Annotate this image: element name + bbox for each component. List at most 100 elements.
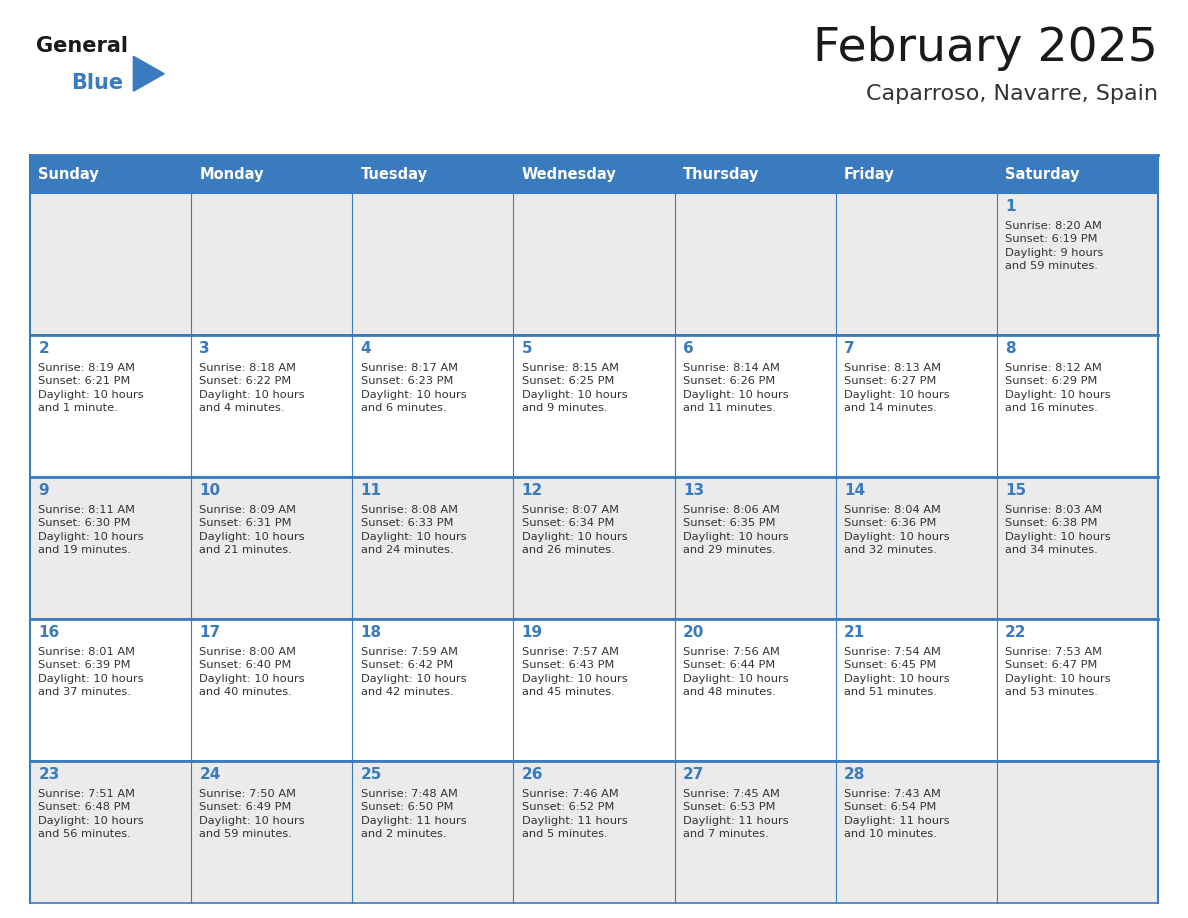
Text: Sunrise: 8:19 AM
Sunset: 6:21 PM
Daylight: 10 hours
and 1 minute.: Sunrise: 8:19 AM Sunset: 6:21 PM Dayligh… xyxy=(38,363,144,413)
Text: Sunrise: 8:07 AM
Sunset: 6:34 PM
Daylight: 10 hours
and 26 minutes.: Sunrise: 8:07 AM Sunset: 6:34 PM Dayligh… xyxy=(522,505,627,555)
Text: 1: 1 xyxy=(1005,199,1016,215)
Text: 28: 28 xyxy=(843,767,865,782)
Text: 22: 22 xyxy=(1005,625,1026,641)
Bar xyxy=(997,619,1158,761)
Bar xyxy=(513,155,675,193)
Text: 7: 7 xyxy=(843,341,854,356)
Bar xyxy=(353,477,513,619)
Text: 10: 10 xyxy=(200,484,221,498)
Text: Caparroso, Navarre, Spain: Caparroso, Navarre, Spain xyxy=(866,84,1158,104)
Text: Blue: Blue xyxy=(71,73,124,93)
Bar xyxy=(675,477,835,619)
Text: Sunrise: 8:08 AM
Sunset: 6:33 PM
Daylight: 10 hours
and 24 minutes.: Sunrise: 8:08 AM Sunset: 6:33 PM Dayligh… xyxy=(361,505,466,555)
Text: 6: 6 xyxy=(683,341,694,356)
Text: 8: 8 xyxy=(1005,341,1016,356)
Text: 26: 26 xyxy=(522,767,543,782)
Bar xyxy=(513,761,675,903)
Text: 3: 3 xyxy=(200,341,210,356)
Text: Sunrise: 7:50 AM
Sunset: 6:49 PM
Daylight: 10 hours
and 59 minutes.: Sunrise: 7:50 AM Sunset: 6:49 PM Dayligh… xyxy=(200,789,305,839)
Bar xyxy=(675,619,835,761)
Text: Sunrise: 8:06 AM
Sunset: 6:35 PM
Daylight: 10 hours
and 29 minutes.: Sunrise: 8:06 AM Sunset: 6:35 PM Dayligh… xyxy=(683,505,789,555)
Text: Saturday: Saturday xyxy=(1005,166,1080,182)
Text: Wednesday: Wednesday xyxy=(522,166,617,182)
Bar xyxy=(513,619,675,761)
Bar xyxy=(191,155,353,193)
Bar xyxy=(191,761,353,903)
Text: Monday: Monday xyxy=(200,166,264,182)
Text: 2: 2 xyxy=(38,341,49,356)
Bar xyxy=(30,155,191,193)
Text: February 2025: February 2025 xyxy=(813,26,1158,71)
Text: Sunrise: 8:09 AM
Sunset: 6:31 PM
Daylight: 10 hours
and 21 minutes.: Sunrise: 8:09 AM Sunset: 6:31 PM Dayligh… xyxy=(200,505,305,555)
Bar xyxy=(997,193,1158,335)
Bar xyxy=(513,335,675,477)
Text: 12: 12 xyxy=(522,484,543,498)
Bar xyxy=(30,619,191,761)
Text: 9: 9 xyxy=(38,484,49,498)
Text: 18: 18 xyxy=(361,625,381,641)
Text: Sunrise: 7:45 AM
Sunset: 6:53 PM
Daylight: 11 hours
and 7 minutes.: Sunrise: 7:45 AM Sunset: 6:53 PM Dayligh… xyxy=(683,789,789,839)
Bar xyxy=(997,335,1158,477)
Text: 27: 27 xyxy=(683,767,704,782)
Text: 5: 5 xyxy=(522,341,532,356)
Text: Sunrise: 8:01 AM
Sunset: 6:39 PM
Daylight: 10 hours
and 37 minutes.: Sunrise: 8:01 AM Sunset: 6:39 PM Dayligh… xyxy=(38,646,144,698)
Text: Sunrise: 7:57 AM
Sunset: 6:43 PM
Daylight: 10 hours
and 45 minutes.: Sunrise: 7:57 AM Sunset: 6:43 PM Dayligh… xyxy=(522,646,627,698)
Bar xyxy=(191,193,353,335)
Text: 19: 19 xyxy=(522,625,543,641)
Polygon shape xyxy=(133,56,164,91)
Text: Sunrise: 7:43 AM
Sunset: 6:54 PM
Daylight: 11 hours
and 10 minutes.: Sunrise: 7:43 AM Sunset: 6:54 PM Dayligh… xyxy=(843,789,949,839)
Text: 17: 17 xyxy=(200,625,221,641)
Text: 14: 14 xyxy=(843,484,865,498)
Text: Sunrise: 7:59 AM
Sunset: 6:42 PM
Daylight: 10 hours
and 42 minutes.: Sunrise: 7:59 AM Sunset: 6:42 PM Dayligh… xyxy=(361,646,466,698)
Text: Sunrise: 8:04 AM
Sunset: 6:36 PM
Daylight: 10 hours
and 32 minutes.: Sunrise: 8:04 AM Sunset: 6:36 PM Dayligh… xyxy=(843,505,949,555)
Text: Sunday: Sunday xyxy=(38,166,99,182)
Bar xyxy=(30,477,191,619)
Text: 21: 21 xyxy=(843,625,865,641)
Text: 20: 20 xyxy=(683,625,704,641)
Text: Sunrise: 7:56 AM
Sunset: 6:44 PM
Daylight: 10 hours
and 48 minutes.: Sunrise: 7:56 AM Sunset: 6:44 PM Dayligh… xyxy=(683,646,789,698)
Text: 4: 4 xyxy=(361,341,371,356)
Bar xyxy=(191,477,353,619)
Text: Sunrise: 7:53 AM
Sunset: 6:47 PM
Daylight: 10 hours
and 53 minutes.: Sunrise: 7:53 AM Sunset: 6:47 PM Dayligh… xyxy=(1005,646,1111,698)
Bar xyxy=(997,155,1158,193)
Bar xyxy=(675,335,835,477)
Text: General: General xyxy=(36,37,128,56)
Bar xyxy=(675,193,835,335)
Bar xyxy=(835,335,997,477)
Bar xyxy=(191,619,353,761)
Bar xyxy=(353,193,513,335)
Bar xyxy=(30,335,191,477)
Bar xyxy=(30,193,191,335)
Bar xyxy=(30,761,191,903)
Bar xyxy=(513,477,675,619)
Text: Sunrise: 7:54 AM
Sunset: 6:45 PM
Daylight: 10 hours
and 51 minutes.: Sunrise: 7:54 AM Sunset: 6:45 PM Dayligh… xyxy=(843,646,949,698)
Bar xyxy=(835,193,997,335)
Bar xyxy=(997,761,1158,903)
Text: Sunrise: 8:03 AM
Sunset: 6:38 PM
Daylight: 10 hours
and 34 minutes.: Sunrise: 8:03 AM Sunset: 6:38 PM Dayligh… xyxy=(1005,505,1111,555)
Text: Sunrise: 8:00 AM
Sunset: 6:40 PM
Daylight: 10 hours
and 40 minutes.: Sunrise: 8:00 AM Sunset: 6:40 PM Dayligh… xyxy=(200,646,305,698)
Text: Sunrise: 8:20 AM
Sunset: 6:19 PM
Daylight: 9 hours
and 59 minutes.: Sunrise: 8:20 AM Sunset: 6:19 PM Dayligh… xyxy=(1005,220,1104,272)
Text: Sunrise: 8:11 AM
Sunset: 6:30 PM
Daylight: 10 hours
and 19 minutes.: Sunrise: 8:11 AM Sunset: 6:30 PM Dayligh… xyxy=(38,505,144,555)
Text: 11: 11 xyxy=(361,484,381,498)
Text: Thursday: Thursday xyxy=(683,166,759,182)
Text: Sunrise: 7:51 AM
Sunset: 6:48 PM
Daylight: 10 hours
and 56 minutes.: Sunrise: 7:51 AM Sunset: 6:48 PM Dayligh… xyxy=(38,789,144,839)
Text: Sunrise: 7:46 AM
Sunset: 6:52 PM
Daylight: 11 hours
and 5 minutes.: Sunrise: 7:46 AM Sunset: 6:52 PM Dayligh… xyxy=(522,789,627,839)
Bar xyxy=(675,155,835,193)
Text: Sunrise: 8:17 AM
Sunset: 6:23 PM
Daylight: 10 hours
and 6 minutes.: Sunrise: 8:17 AM Sunset: 6:23 PM Dayligh… xyxy=(361,363,466,413)
Text: Sunrise: 8:13 AM
Sunset: 6:27 PM
Daylight: 10 hours
and 14 minutes.: Sunrise: 8:13 AM Sunset: 6:27 PM Dayligh… xyxy=(843,363,949,413)
Text: Tuesday: Tuesday xyxy=(361,166,428,182)
Text: 16: 16 xyxy=(38,625,59,641)
Bar xyxy=(353,619,513,761)
Text: 24: 24 xyxy=(200,767,221,782)
Bar xyxy=(513,193,675,335)
Bar xyxy=(675,761,835,903)
Text: Friday: Friday xyxy=(843,166,895,182)
Text: Sunrise: 8:18 AM
Sunset: 6:22 PM
Daylight: 10 hours
and 4 minutes.: Sunrise: 8:18 AM Sunset: 6:22 PM Dayligh… xyxy=(200,363,305,413)
Text: 25: 25 xyxy=(361,767,383,782)
Bar xyxy=(835,477,997,619)
Bar xyxy=(353,761,513,903)
Bar xyxy=(997,477,1158,619)
Bar xyxy=(353,155,513,193)
Text: Sunrise: 7:48 AM
Sunset: 6:50 PM
Daylight: 11 hours
and 2 minutes.: Sunrise: 7:48 AM Sunset: 6:50 PM Dayligh… xyxy=(361,789,466,839)
Text: Sunrise: 8:15 AM
Sunset: 6:25 PM
Daylight: 10 hours
and 9 minutes.: Sunrise: 8:15 AM Sunset: 6:25 PM Dayligh… xyxy=(522,363,627,413)
